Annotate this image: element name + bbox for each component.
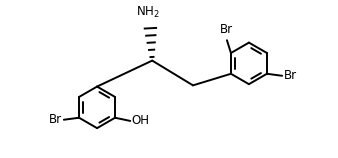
Text: NH$_2$: NH$_2$ bbox=[136, 5, 160, 20]
Text: Br: Br bbox=[49, 113, 62, 126]
Text: Br: Br bbox=[220, 23, 234, 36]
Text: OH: OH bbox=[132, 114, 150, 128]
Text: Br: Br bbox=[284, 69, 297, 82]
